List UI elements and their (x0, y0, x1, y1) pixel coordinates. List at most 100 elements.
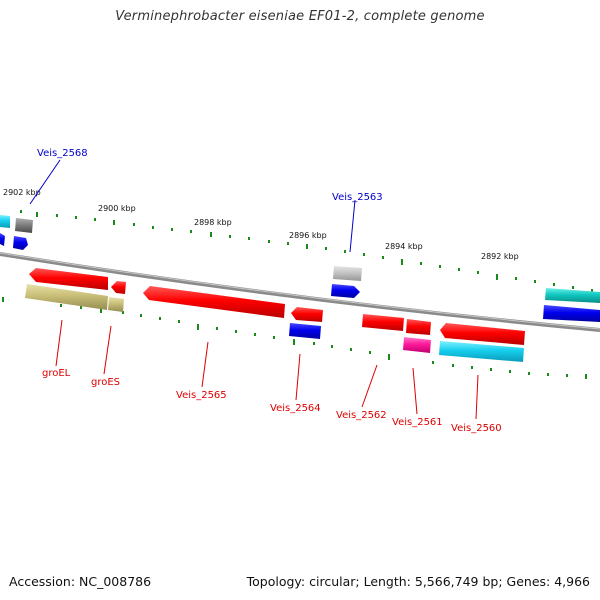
gene-feature-veis-2564 (291, 307, 323, 322)
accession-text: Accession: NC_008786 (9, 574, 152, 589)
tick-mark (216, 327, 218, 330)
tick-mark (197, 324, 199, 330)
gene-feature-veis-2565 (143, 286, 285, 318)
tick-mark (75, 216, 77, 219)
leader-line-groel (55, 319, 63, 367)
tick-mark (229, 235, 231, 238)
leader-line-veis-2560 (475, 374, 479, 420)
tick-mark (235, 330, 237, 333)
gene-label-veis-2564[interactable]: Veis_2564 (270, 403, 321, 414)
genome-summary-text: Topology: circular; Length: 5,566,749 bp… (246, 574, 590, 589)
tick-mark (490, 368, 492, 371)
gene-label-groel[interactable]: groEL (42, 368, 71, 379)
scale-label-2900: 2900 kbp (98, 204, 136, 213)
tick-mark (36, 212, 38, 217)
tick-mark (363, 253, 365, 256)
gene-feature-veis-2560-cyan (439, 341, 524, 362)
leader-line-veis-2563 (349, 199, 356, 253)
leader-lines (29, 159, 479, 420)
tick-mark (547, 373, 549, 376)
tick-mark (122, 311, 124, 314)
scale-label-2898: 2898 kbp (194, 218, 232, 227)
tick-mark (350, 348, 352, 351)
tick-mark (388, 354, 390, 360)
gene-feature-groel-olive (25, 284, 108, 310)
tick-mark (572, 286, 574, 289)
gene-feature-teal-right (545, 288, 600, 303)
gene-feature-blue-left (0, 233, 5, 246)
tick-mark (369, 351, 371, 354)
tick-mark (273, 336, 275, 339)
tick-mark (56, 214, 58, 217)
gene-feature-blue-2568 (13, 236, 28, 250)
tick-mark (331, 345, 333, 348)
gene-track-blue (0, 233, 600, 339)
tick-mark (159, 317, 161, 320)
gene-label-groes[interactable]: groES (91, 377, 120, 388)
gene-track-top (0, 215, 600, 303)
tick-mark (325, 247, 327, 250)
scale-label-2896: 2896 kbp (289, 231, 327, 240)
gene-feature-cyan-left (0, 215, 10, 228)
gene-track-red (29, 268, 525, 345)
tick-mark (171, 228, 173, 231)
tick-mark (178, 320, 180, 323)
tick-mark (477, 271, 479, 274)
tick-mark (94, 218, 96, 221)
leader-line-veis-2565 (201, 341, 209, 388)
tick-mark (190, 230, 192, 233)
gene-label-veis-2560[interactable]: Veis_2560 (451, 423, 502, 434)
scale-label-2894: 2894 kbp (385, 242, 423, 251)
gene-feature-veis-2561 (406, 319, 431, 335)
genome-backbone-highlight (0, 252, 600, 330)
tick-mark (458, 268, 460, 271)
tick-mark (268, 240, 270, 243)
gene-label-veis-2568[interactable]: Veis_2568 (37, 148, 88, 159)
gene-feature-blue-2564 (289, 323, 321, 339)
gene-label-veis-2562[interactable]: Veis_2562 (336, 410, 387, 421)
tick-mark (100, 308, 102, 313)
tick-mark (566, 374, 568, 377)
leader-line-groes (103, 325, 112, 375)
tick-mark (293, 339, 295, 345)
gene-labels: Veis_2568 Veis_2563 groEL groES Veis_256… (37, 148, 502, 434)
tick-mark (306, 244, 308, 249)
tick-mark (439, 265, 441, 268)
tick-mark (287, 242, 289, 245)
tick-mark (528, 372, 530, 375)
tick-mark (382, 256, 384, 259)
genome-title: Verminephrobacter eiseniae EF01-2, compl… (115, 9, 485, 24)
tick-mark (585, 374, 587, 379)
tick-mark (432, 361, 434, 364)
tick-mark (420, 262, 422, 265)
gene-label-veis-2563[interactable]: Veis_2563 (332, 192, 383, 203)
gene-feature-veis-2561-magenta (403, 337, 431, 353)
gene-feature-veis-2560 (440, 323, 525, 345)
scale-labels: 2902 kbp 2900 kbp 2898 kbp 2896 kbp 2894… (3, 188, 519, 261)
leader-line-veis-2561 (412, 367, 418, 415)
genome-backbone (0, 252, 600, 332)
tick-mark (60, 304, 62, 307)
gene-feature-groel (29, 268, 108, 290)
tick-mark (401, 259, 403, 265)
leader-line-veis-2562 (361, 364, 378, 408)
gene-label-veis-2561[interactable]: Veis_2561 (392, 417, 443, 428)
tick-mark (553, 283, 555, 286)
tick-mark (140, 314, 142, 317)
scale-label-2902: 2902 kbp (3, 188, 41, 197)
tick-mark (452, 364, 454, 367)
tick-mark (471, 366, 473, 369)
tick-mark (113, 220, 115, 225)
gene-feature-blue-right (543, 305, 600, 322)
gene-feature-veis-2568 (15, 218, 33, 233)
gene-track-inner (25, 284, 524, 362)
tick-mark (509, 370, 511, 373)
tick-mark (313, 342, 315, 345)
tick-mark (210, 232, 212, 237)
tick-mark (20, 210, 22, 213)
leader-line-veis-2564 (295, 353, 301, 401)
leader-line-veis-2568 (29, 159, 61, 205)
gene-label-veis-2565[interactable]: Veis_2565 (176, 390, 227, 401)
scale-label-2892: 2892 kbp (481, 252, 519, 261)
